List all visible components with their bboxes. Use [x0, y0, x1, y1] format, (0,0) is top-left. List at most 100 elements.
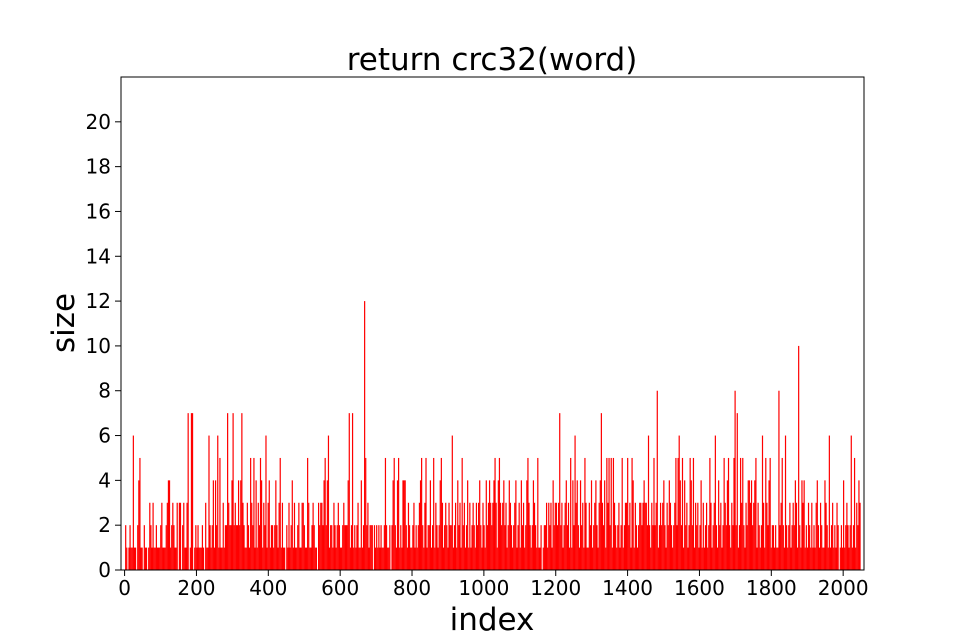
bar [555, 502, 558, 570]
bar [262, 547, 264, 570]
bar [473, 525, 475, 570]
bar [470, 547, 472, 570]
bar [528, 502, 530, 570]
bar [458, 525, 460, 570]
bar [524, 547, 526, 570]
bar [159, 547, 161, 570]
bar [296, 547, 298, 570]
bar [418, 502, 421, 570]
bar [633, 547, 635, 570]
bar [165, 525, 167, 570]
bar [240, 480, 242, 570]
bar [456, 547, 458, 570]
bar [160, 525, 162, 570]
bar [760, 525, 762, 570]
bar [669, 502, 672, 570]
bar [417, 525, 419, 570]
bar [619, 547, 621, 570]
bar [787, 547, 789, 570]
bar [762, 502, 765, 570]
bar [376, 525, 378, 570]
bar [612, 457, 615, 570]
bar [848, 547, 850, 570]
bar [387, 547, 389, 570]
bar [239, 525, 241, 570]
bar [351, 413, 354, 570]
bar [540, 525, 542, 570]
bar [364, 301, 366, 570]
bar [567, 502, 570, 570]
bar [692, 457, 695, 570]
bar [393, 457, 395, 570]
bar [175, 547, 177, 570]
bar [125, 525, 127, 570]
bar [718, 480, 720, 570]
bar [433, 457, 435, 570]
bar [497, 480, 499, 570]
bar [259, 457, 262, 570]
bar [849, 525, 851, 570]
bar [345, 525, 347, 570]
bar [467, 480, 469, 570]
bar [507, 525, 509, 570]
bar [536, 547, 538, 570]
bar [383, 525, 385, 570]
bar [479, 480, 481, 570]
bar [804, 547, 806, 570]
bar [353, 547, 355, 570]
bar [518, 502, 520, 570]
bar [275, 480, 277, 570]
bar [178, 502, 180, 570]
bar [151, 547, 153, 570]
bar [805, 525, 807, 570]
bar [422, 525, 424, 570]
x-tick-label: 1800 [746, 576, 797, 600]
bar [341, 547, 343, 570]
bar [583, 547, 585, 570]
bar [311, 525, 313, 570]
bar [641, 525, 643, 570]
x-tick-label: 1400 [602, 576, 653, 600]
bar [294, 547, 297, 570]
bar [755, 457, 757, 570]
x-tick-label: 200 [177, 576, 215, 600]
bar [291, 480, 293, 570]
bar [837, 525, 839, 570]
bar [427, 525, 429, 570]
bar [464, 547, 467, 570]
bar [261, 480, 263, 570]
bar [845, 525, 847, 570]
bar [832, 502, 834, 570]
bar [395, 547, 398, 570]
bar [280, 547, 282, 570]
bar [588, 502, 590, 570]
bar [738, 525, 741, 570]
bar [517, 525, 519, 570]
bar [529, 525, 531, 570]
bar [750, 480, 753, 570]
bar [788, 525, 790, 570]
bar [525, 525, 527, 570]
bar [325, 525, 327, 570]
bar [542, 547, 544, 570]
bar [676, 525, 678, 570]
bar [735, 525, 737, 570]
bar [672, 547, 674, 570]
bar [585, 502, 587, 570]
bar [581, 525, 583, 570]
bar [526, 480, 528, 570]
bar [663, 480, 665, 570]
bar [423, 547, 425, 570]
x-tick-label: 0 [118, 576, 131, 600]
bar [134, 547, 137, 570]
bar [255, 480, 257, 570]
bar [661, 525, 663, 570]
bar [757, 502, 759, 570]
bar [527, 457, 529, 570]
bar [554, 502, 556, 570]
bar [810, 547, 812, 570]
bar [297, 525, 299, 570]
bar [416, 547, 418, 570]
bar [859, 502, 861, 570]
bar [708, 525, 710, 570]
